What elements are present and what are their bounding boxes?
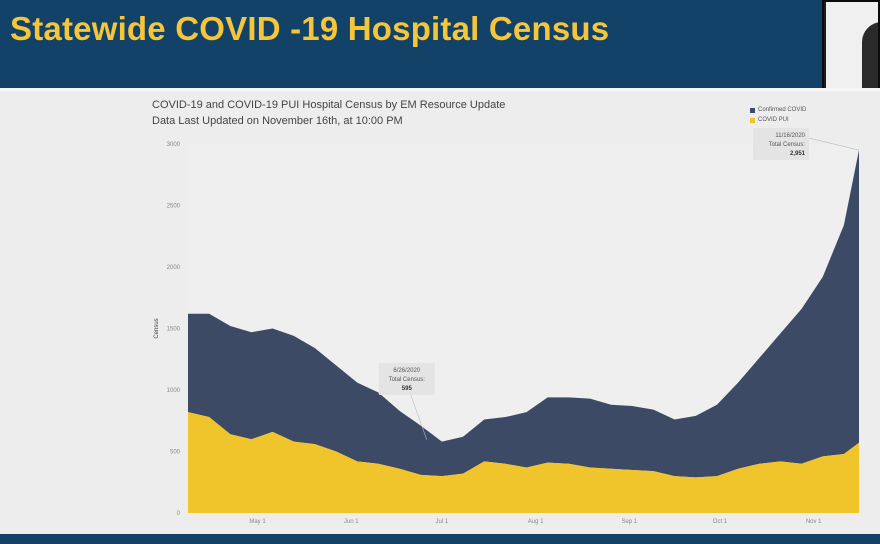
y-tick-label: 1000 [167,388,181,394]
legend-swatch-confirmed [750,107,755,113]
x-tick-label: Oct 1 [713,519,728,525]
y-axis-label: Census [154,318,160,338]
series-area-confirmed-covid [188,150,859,478]
page-title: Statewide COVID -19 Hospital Census [10,10,610,47]
x-tick-label: Jun 1 [344,519,359,525]
annotation-box [378,362,435,395]
annotation-leader-line [808,137,860,151]
annotation-date: 11/16/2020 [775,133,805,139]
chart-legend: Confirmed COVID COVID PUI [750,105,806,125]
annotation-value: 595 [402,386,413,392]
annotation-label: Total Census: [389,377,426,383]
chart-title: COVID-19 and COVID-19 PUI Hospital Censu… [152,99,506,111]
legend-swatch-pui [750,117,755,123]
x-tick-label: Sep 1 [621,519,637,525]
x-tick-label: Aug 1 [528,519,544,525]
x-tick-label: Nov 1 [806,519,822,525]
annotation-value: 2,951 [790,151,806,157]
annotation-leader-line [410,394,428,440]
annotation-label: Total Census: [769,142,806,148]
presenter-video-thumbnail [822,0,880,102]
y-tick-label: 1500 [167,327,181,333]
series-area-covid-pui [188,412,859,513]
footer-bar [0,534,880,544]
annotation-box [753,128,809,161]
chart-subtitle: Data Last Updated on November 16th, at 1… [152,115,403,127]
legend-label-confirmed: Confirmed COVID [758,107,807,113]
x-tick-label: May 1 [249,519,266,525]
y-tick-label: 500 [170,450,181,456]
legend-item-pui: COVID PUI [750,115,806,125]
y-tick-label: 3000 [167,142,181,148]
legend-label-pui: COVID PUI [758,117,789,123]
y-tick-label: 0 [177,511,181,517]
annotation-date: 6/26/2020 [393,368,420,374]
header-banner: Statewide COVID -19 Hospital Census [0,0,880,88]
y-tick-label: 2000 [167,265,181,271]
y-tick-label: 2500 [167,204,181,210]
legend-item-confirmed: Confirmed COVID [750,105,806,115]
x-tick-label: Jul 1 [436,519,449,525]
presenter-silhouette [862,22,878,100]
